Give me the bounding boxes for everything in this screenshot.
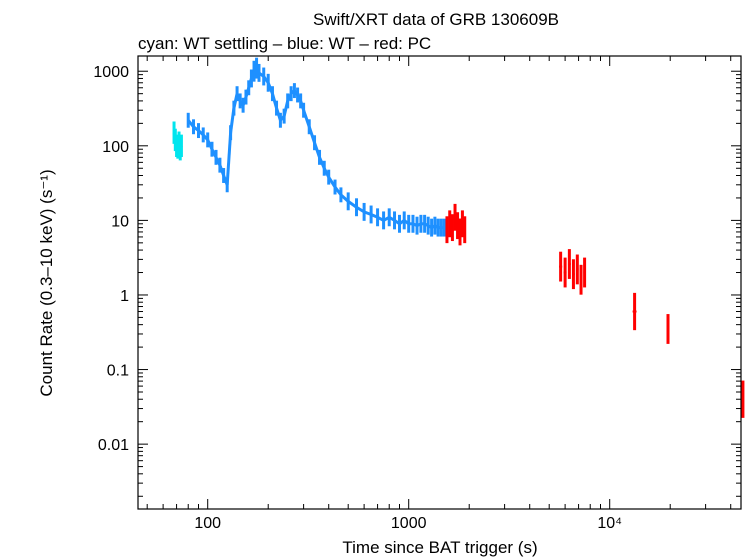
series-wt: [188, 58, 444, 237]
data-point-link: [227, 133, 230, 185]
chart-subtitle: cyan: WT settling – blue: WT – red: PC: [138, 34, 431, 53]
y-tick-label: 10: [111, 213, 129, 230]
x-tick-label: 100: [194, 515, 221, 532]
x-axis-label: Time since BAT trigger (s): [342, 538, 537, 557]
series-pc: [446, 204, 746, 499]
y-tick-label: 0.1: [107, 363, 129, 380]
light-curve-chart: Swift/XRT data of GRB 130609B cyan: WT s…: [0, 0, 746, 558]
series-wt-settling: [174, 121, 181, 160]
y-axis-label: Count Rate (0.3–10 keV) (s⁻¹): [37, 169, 56, 396]
x-tick-label: 10⁴: [597, 515, 622, 532]
plot-frame: [138, 56, 741, 509]
y-tick-label: 1: [120, 288, 129, 305]
x-tick-label: 1000: [391, 515, 427, 532]
y-tick-label: 0.01: [98, 437, 129, 454]
chart-title: Swift/XRT data of GRB 130609B: [313, 10, 559, 29]
y-tick-label: 1000: [93, 64, 129, 81]
y-tick-label: 100: [102, 139, 129, 156]
